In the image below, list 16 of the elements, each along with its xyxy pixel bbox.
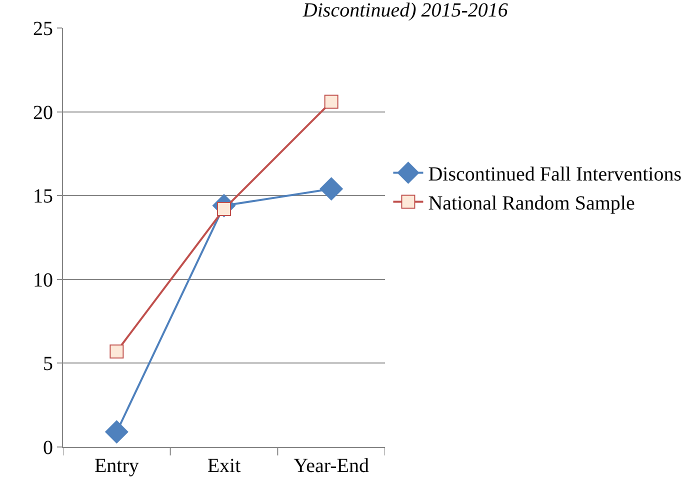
y-tick-label: 5	[43, 353, 53, 376]
x-tick-label: Exit	[207, 455, 242, 477]
y-tick-label: 25	[33, 18, 53, 40]
y-tick-label: 20	[33, 102, 53, 124]
y-tick-label: 10	[33, 269, 53, 292]
point	[324, 94, 338, 109]
chart-title: Discontinued) 2015-2016	[302, 0, 508, 22]
point	[105, 420, 128, 444]
point	[110, 344, 124, 358]
legend-label: National Random Sample	[428, 192, 635, 215]
x-tick-label: Year-End	[294, 455, 369, 477]
point	[320, 177, 343, 200]
y-tick-label: 15	[33, 186, 53, 208]
legend-label: Discontinued Fall Interventions	[428, 164, 682, 186]
x-tick-label: Entry	[94, 455, 139, 477]
y-tick-label: 0	[43, 437, 53, 459]
